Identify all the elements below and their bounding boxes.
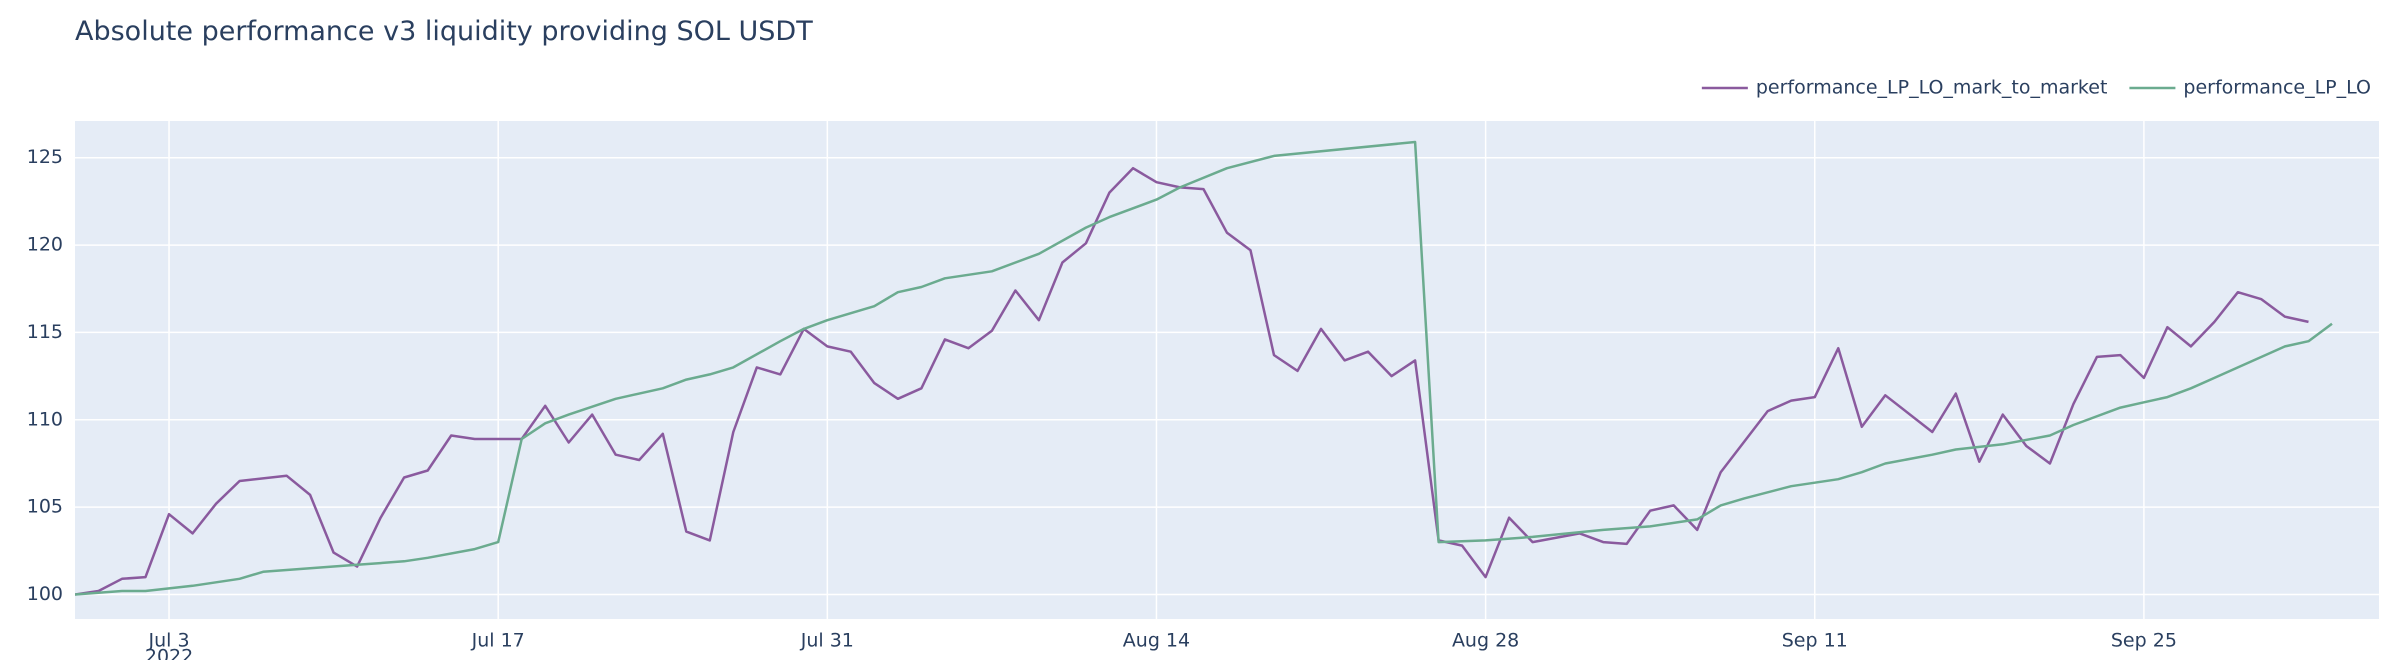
x-tick-label: Aug 14 [1123,630,1190,652]
x-tick-label: Sep 25 [2111,630,2177,652]
series-layer [75,140,2333,596]
legend-label: performance_LP_LO_mark_to_market [1756,77,2108,99]
y-axis-tick-labels: 100 105 110 115 120 125 [27,146,63,605]
chart-title: Absolute performance v3 liquidity provid… [75,16,813,47]
y-tick-label: 120 [27,234,63,256]
x-tick-label: Jul 17 [471,630,525,652]
y-tick-label: 100 [27,583,63,605]
x-tick-label: Jul 3 [148,630,190,652]
x-tick-label: Jul 31 [800,630,854,652]
series-line-0 [75,166,2309,596]
x-tick-label: Aug 28 [1452,630,1519,652]
y-tick-label: 105 [27,496,63,518]
x-gridlines [168,121,2145,619]
y-gridlines [75,156,2379,596]
x-tick-sublabel: 2022 [145,646,193,660]
legend-item-1[interactable]: performance_LP_LO [2129,77,2371,99]
y-tick-label: 115 [27,321,63,343]
legend[interactable]: performance_LP_LO performance_LP_LO_mark_… [1701,77,2371,99]
series-line-1 [75,140,2333,596]
x-tick-label: Sep 11 [1782,630,1848,652]
y-tick-label: 110 [27,408,63,430]
plot-area [75,121,2379,619]
legend-label: performance_LP_LO [2183,77,2371,99]
legend-item-0[interactable]: performance_LP_LO_mark_to_market [1701,77,2108,99]
y-tick-label: 125 [27,146,63,168]
